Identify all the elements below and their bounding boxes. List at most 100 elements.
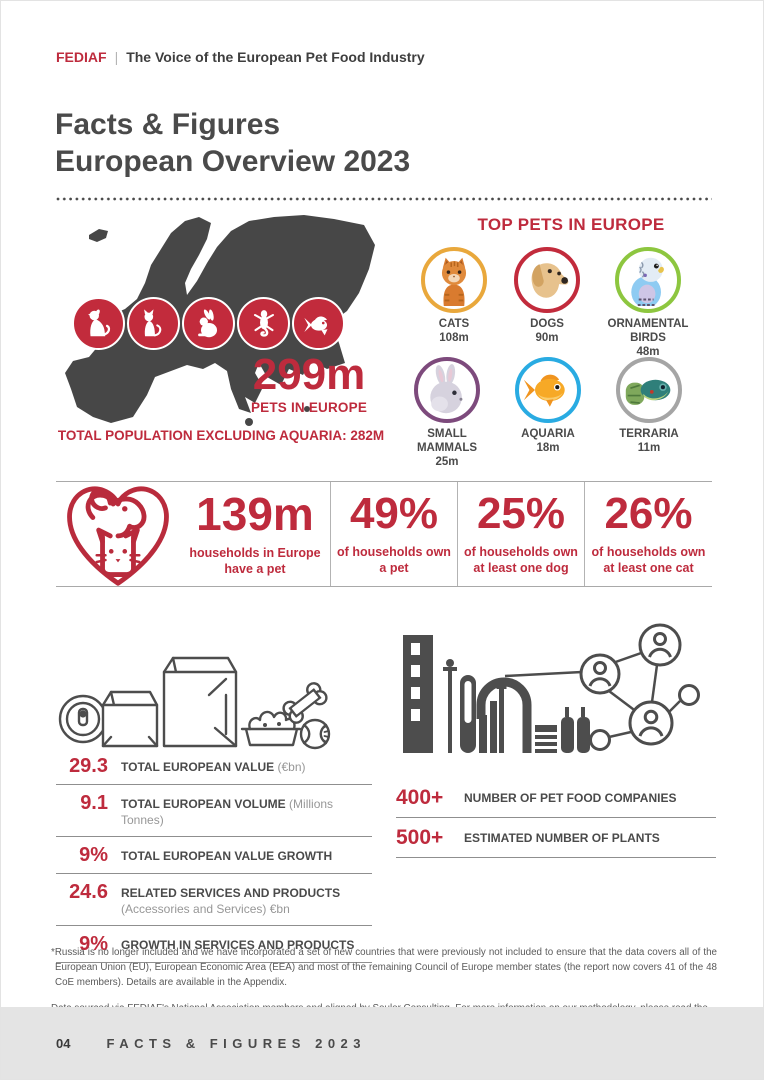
stat-number: 400+ bbox=[396, 786, 444, 809]
stat-value: 26% bbox=[604, 488, 693, 538]
page-title-line2: European Overview 2023 bbox=[55, 145, 411, 178]
top-pet-aquaria: AQUARIA 18m bbox=[498, 357, 598, 456]
household-stats-band: 139m households in Europe have a pet 49%… bbox=[56, 481, 712, 587]
stat-label: GROWTH IN SERVICES AND PRODUCTS bbox=[121, 938, 355, 953]
stat-label: ESTIMATED NUMBER OF PLANTS bbox=[464, 830, 660, 845]
pets-total-label: PETS IN EUROPE bbox=[250, 400, 368, 415]
lizard-badge bbox=[237, 297, 290, 350]
stat-label: TOTAL EUROPEAN VOLUME bbox=[121, 797, 286, 811]
header-tagline: The Voice of the European Pet Food Indus… bbox=[126, 49, 425, 65]
dotted-divider bbox=[56, 197, 712, 201]
stat-number: 9.1 bbox=[80, 792, 108, 814]
cat-silhouette-icon bbox=[143, 308, 161, 336]
sicily-shape bbox=[245, 418, 253, 426]
dog-badge bbox=[72, 297, 125, 350]
heart-dog-cat-icon bbox=[67, 486, 169, 586]
terraria-name: TERRARIA bbox=[619, 428, 679, 440]
birds-ring bbox=[615, 247, 681, 313]
company-network-icon bbox=[504, 623, 700, 751]
stat-label: of households own at least one cat bbox=[591, 544, 706, 575]
market-stats-list: 29.3 TOTAL EUROPEAN VALUE (€bn) 9.1 TOTA… bbox=[56, 748, 372, 964]
pipe-arch-icon bbox=[476, 677, 532, 753]
turtle-icon bbox=[625, 379, 671, 405]
top-pet-dogs: DOGS 90m bbox=[497, 247, 597, 346]
stat-value: 25% bbox=[476, 488, 566, 538]
top-pet-terraria: TERRARIA 11m bbox=[599, 357, 699, 456]
stat-households-with-pet: 139m households in Europe have a pet bbox=[180, 482, 330, 586]
population-note: TOTAL POPULATION EXCLUDING AQUARIA: 282M bbox=[57, 428, 385, 443]
industry-network-illustration bbox=[403, 623, 700, 753]
stat-value: 139m bbox=[196, 487, 314, 540]
ball-icon bbox=[299, 718, 331, 750]
top-pet-birds: ORNAMENTAL BIRDS 48m bbox=[598, 247, 698, 359]
header-divider: | bbox=[114, 49, 119, 65]
crete-shape bbox=[304, 406, 310, 412]
map-pet-badges bbox=[72, 297, 345, 350]
stat-number: 24.6 bbox=[69, 881, 108, 904]
stat-label: of households own at least one dog bbox=[464, 544, 578, 575]
stat-note: (Accessories and Services) €bn bbox=[121, 901, 290, 916]
small-mammals-ring bbox=[414, 357, 480, 423]
footnote-russia: *Russia is no longer included and we hav… bbox=[51, 947, 717, 989]
dogs-count: 90m bbox=[535, 331, 559, 344]
cats-count: 108m bbox=[439, 331, 469, 344]
stat-value: 49% bbox=[349, 488, 439, 538]
dogs-name: DOGS bbox=[530, 318, 564, 330]
cat-icon bbox=[441, 257, 467, 306]
terraria-count: 11m bbox=[637, 441, 661, 454]
birds-name: ORNAMENTAL BIRDS bbox=[607, 318, 689, 344]
stat-row-companies: 400+ NUMBER OF PET FOOD COMPANIES bbox=[396, 778, 716, 818]
stat-own-cat: 26% of households own at least one cat bbox=[584, 482, 712, 586]
cats-name: CATS bbox=[438, 318, 470, 330]
stat-number: 9% bbox=[79, 844, 108, 867]
stat-number: 29.3 bbox=[69, 755, 108, 777]
rabbit-badge bbox=[182, 297, 235, 350]
aquaria-ring bbox=[515, 357, 581, 423]
rabbit-icon bbox=[430, 364, 463, 414]
cat-badge bbox=[127, 297, 180, 350]
stat-number: 9% bbox=[79, 933, 108, 956]
page-number: 04 bbox=[56, 1035, 71, 1051]
bowl-icon bbox=[240, 727, 302, 747]
top-pets-heading: TOP PETS IN EUROPE bbox=[477, 215, 665, 234]
page-title-line1: Facts & Figures bbox=[55, 108, 281, 141]
stat-note: (Millions Tonnes) bbox=[121, 797, 334, 827]
fish-icon bbox=[523, 374, 565, 407]
stat-label: TOTAL EUROPEAN VALUE bbox=[121, 760, 275, 774]
aquaria-name: AQUARIA bbox=[521, 428, 575, 440]
small-mammals-count: 25m bbox=[435, 455, 459, 468]
dogs-ring bbox=[514, 247, 580, 313]
stat-label: TOTAL EUROPEAN VALUE GROWTH bbox=[121, 849, 333, 864]
stat-note: (€bn) bbox=[277, 760, 306, 774]
stat-row-services-growth: 9% GROWTH IN SERVICES AND PRODUCTS bbox=[56, 926, 372, 964]
goldfish-badge bbox=[292, 297, 345, 350]
pet-food-products-illustration bbox=[58, 656, 331, 750]
stat-row-value-growth: 9% TOTAL EUROPEAN VALUE GROWTH bbox=[56, 837, 372, 875]
stat-label: RELATED SERVICES AND PRODUCTS bbox=[121, 886, 341, 901]
bone-icon bbox=[282, 682, 328, 724]
pets-total-value: 299m bbox=[252, 350, 366, 399]
top-pet-cats: CATS 108m bbox=[404, 247, 504, 346]
aquaria-count: 18m bbox=[536, 441, 560, 454]
page-footer: 04 FACTS & FIGURES 2023 bbox=[1, 1007, 763, 1079]
page-header: FEDIAF | The Voice of the European Pet Foo… bbox=[56, 49, 425, 65]
stat-own-dog: 25% of households own at least one dog bbox=[457, 482, 584, 586]
bird-icon bbox=[631, 257, 664, 306]
stat-row-value: 29.3 TOTAL EUROPEAN VALUE (€bn) bbox=[56, 748, 372, 785]
top-pet-small-mammals: SMALL MAMMALS 25m bbox=[397, 357, 497, 469]
small-node-icon bbox=[678, 684, 700, 706]
stat-label: of households own a pet bbox=[337, 544, 451, 575]
dog-icon bbox=[531, 263, 569, 298]
stat-row-plants: 500+ ESTIMATED NUMBER OF PLANTS bbox=[396, 818, 716, 858]
page-title: Facts & Figures European Overview 2023 bbox=[55, 106, 410, 180]
stat-number: 500+ bbox=[396, 826, 444, 849]
industry-stats-list: 400+ NUMBER OF PET FOOD COMPANIES 500+ E… bbox=[396, 778, 716, 858]
dog-silhouette-icon bbox=[87, 308, 110, 336]
birds-count: 48m bbox=[636, 345, 660, 358]
rabbit-silhouette-icon bbox=[197, 308, 217, 337]
stat-label: NUMBER OF PET FOOD COMPANIES bbox=[464, 790, 677, 805]
cats-ring bbox=[421, 247, 487, 313]
lizard-silhouette-icon bbox=[253, 309, 274, 337]
stat-row-related-services: 24.6 RELATED SERVICES AND PRODUCTS (Acce… bbox=[56, 874, 372, 927]
